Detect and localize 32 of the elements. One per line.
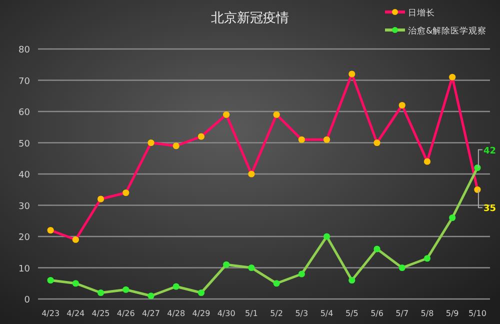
data-label: 42 [483, 146, 496, 156]
x-tick-label: 5/6 [370, 309, 384, 318]
x-tick-label: 4/26 [116, 309, 135, 318]
y-tick-label: 70 [18, 76, 30, 87]
data-label: 35 [483, 204, 496, 214]
x-tick-label: 5/8 [420, 309, 434, 318]
x-tick-label: 5/1 [245, 309, 258, 318]
y-tick-label: 60 [18, 108, 30, 118]
y-tick-label: 20 [18, 233, 30, 243]
y-tick-label: 50 [18, 139, 30, 150]
x-tick-label: 5/9 [446, 309, 459, 318]
x-tick-label: 5/10 [468, 309, 486, 318]
x-tick-label: 4/29 [192, 309, 210, 318]
y-tick-label: 10 [18, 264, 30, 274]
legend-label: 日增长 [408, 8, 435, 18]
y-tick-label: 0 [24, 296, 30, 306]
x-tick-label: 4/27 [142, 309, 160, 318]
x-tick-label: 4/28 [167, 309, 186, 318]
y-tick-label: 40 [18, 170, 30, 180]
y-tick-label: 80 [18, 46, 30, 56]
x-tick-label: 5/2 [270, 309, 283, 318]
x-tick-label: 4/23 [42, 309, 60, 318]
x-tick-label: 4/30 [217, 309, 236, 318]
legend-label: 治愈&解除医学观察 [408, 26, 487, 36]
x-tick-label: 4/24 [66, 309, 85, 318]
x-tick-label: 5/5 [345, 309, 358, 318]
x-tick-label: 5/3 [295, 309, 308, 318]
x-tick-label: 5/4 [320, 309, 334, 318]
y-tick-label: 30 [18, 202, 30, 212]
x-tick-label: 5/7 [396, 309, 409, 318]
chart-title: 北京新冠疫情 [211, 11, 289, 26]
x-tick-label: 4/25 [92, 309, 110, 318]
